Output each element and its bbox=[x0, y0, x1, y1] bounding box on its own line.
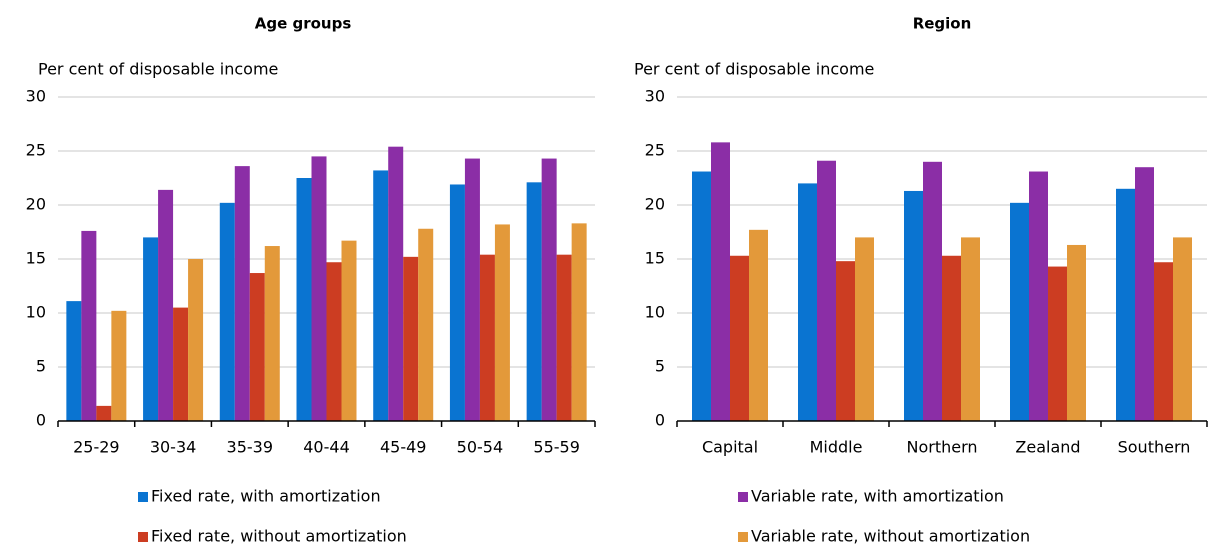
bar bbox=[188, 259, 204, 421]
y-tick-label: 15 bbox=[26, 249, 46, 268]
bar bbox=[1154, 262, 1173, 421]
bar bbox=[923, 161, 942, 422]
legend-swatch bbox=[738, 532, 748, 542]
bar bbox=[158, 189, 174, 421]
bar bbox=[219, 202, 235, 421]
bar bbox=[1135, 167, 1154, 421]
x-tick-label: 55-59 bbox=[533, 438, 580, 457]
legend-swatch bbox=[738, 492, 748, 502]
bar bbox=[494, 224, 510, 421]
bar bbox=[373, 170, 389, 421]
x-tick-label: Zealand bbox=[1015, 438, 1080, 457]
bar bbox=[749, 229, 768, 421]
y-tick-label: 0 bbox=[36, 411, 46, 430]
y-axis-label: Per cent of disposable income bbox=[38, 60, 278, 79]
bar bbox=[556, 254, 572, 421]
bar bbox=[692, 171, 711, 421]
legend-label: Fixed rate, without amortization bbox=[151, 527, 407, 546]
bar bbox=[1048, 266, 1067, 421]
y-tick-label: 0 bbox=[655, 411, 665, 430]
y-tick-label: 5 bbox=[36, 357, 46, 376]
y-tick-label: 30 bbox=[645, 87, 665, 106]
bar bbox=[526, 182, 542, 421]
bar bbox=[836, 261, 855, 421]
bar bbox=[234, 166, 250, 421]
y-tick-label: 5 bbox=[655, 357, 665, 376]
bar bbox=[326, 262, 342, 421]
y-tick-label: 30 bbox=[26, 87, 46, 106]
bar bbox=[817, 160, 836, 421]
x-tick-label: 30-34 bbox=[150, 438, 197, 457]
x-tick-label: 25-29 bbox=[73, 438, 120, 457]
legend-swatch bbox=[138, 532, 148, 542]
x-tick-label: Capital bbox=[702, 438, 758, 457]
x-tick-label: 45-49 bbox=[380, 438, 427, 457]
bar bbox=[81, 230, 97, 421]
y-tick-label: 20 bbox=[645, 195, 665, 214]
x-tick-label: 35-39 bbox=[227, 438, 274, 457]
x-tick-label: Northern bbox=[906, 438, 977, 457]
bar bbox=[341, 240, 357, 421]
y-axis-label: Per cent of disposable income bbox=[634, 60, 874, 79]
bar bbox=[111, 310, 127, 421]
bar bbox=[66, 301, 82, 421]
bar bbox=[942, 255, 961, 421]
legend-label: Fixed rate, with amortization bbox=[151, 487, 381, 506]
bar bbox=[464, 158, 480, 421]
bar bbox=[961, 237, 980, 421]
bar bbox=[479, 254, 495, 421]
y-tick-label: 10 bbox=[645, 303, 665, 322]
y-tick-label: 25 bbox=[645, 141, 665, 160]
bar bbox=[1029, 171, 1048, 421]
y-tick-label: 15 bbox=[645, 249, 665, 268]
bar bbox=[143, 237, 159, 421]
bar bbox=[296, 178, 312, 421]
x-tick-label: Middle bbox=[810, 438, 863, 457]
bar bbox=[1173, 237, 1192, 421]
x-tick-label: 40-44 bbox=[303, 438, 350, 457]
bar bbox=[798, 183, 817, 421]
chart-title: Age groups bbox=[255, 15, 352, 33]
x-tick-label: Southern bbox=[1118, 438, 1191, 457]
bar bbox=[449, 184, 465, 421]
x-tick-label: 50-54 bbox=[457, 438, 504, 457]
bar bbox=[403, 256, 419, 421]
bar bbox=[1067, 244, 1086, 421]
y-tick-label: 20 bbox=[26, 195, 46, 214]
bar bbox=[711, 142, 730, 422]
bar bbox=[96, 405, 112, 421]
bar bbox=[730, 255, 749, 421]
legend-label: Variable rate, with amortization bbox=[751, 487, 1004, 506]
bar bbox=[1010, 202, 1029, 421]
y-tick-label: 10 bbox=[26, 303, 46, 322]
bar bbox=[249, 273, 265, 421]
bar bbox=[571, 223, 587, 421]
bar bbox=[418, 228, 434, 421]
legend-label: Variable rate, without amortization bbox=[751, 527, 1030, 546]
bar bbox=[264, 246, 280, 421]
bar bbox=[388, 146, 404, 421]
bar bbox=[904, 190, 923, 421]
bar bbox=[173, 307, 189, 421]
bar bbox=[855, 237, 874, 421]
legend-swatch bbox=[138, 492, 148, 502]
bar bbox=[541, 158, 557, 421]
bar bbox=[1116, 188, 1135, 421]
chart-title: Region bbox=[913, 15, 972, 33]
bar bbox=[311, 156, 327, 421]
y-tick-label: 25 bbox=[26, 141, 46, 160]
